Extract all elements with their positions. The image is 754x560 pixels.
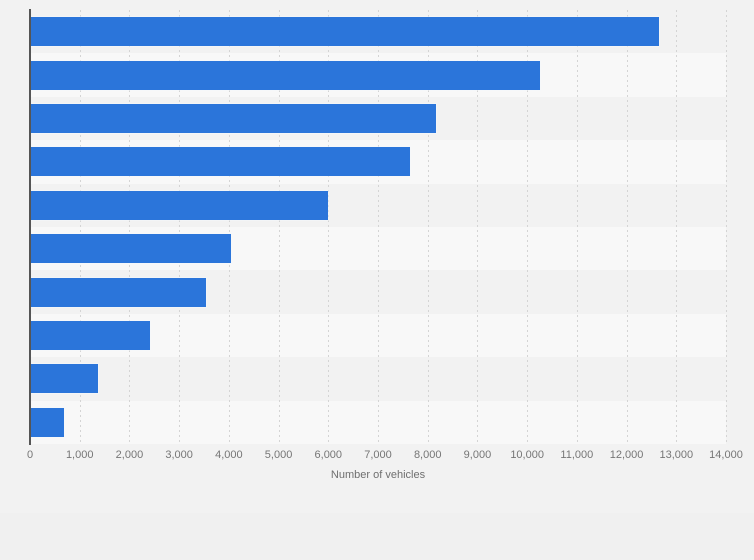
gridline (328, 10, 330, 444)
bar[interactable] (30, 364, 98, 394)
x-tick-label: 13,000 (659, 449, 694, 461)
gridline (676, 10, 678, 444)
x-tick-label: 14,000 (709, 449, 743, 461)
gridline (278, 10, 280, 444)
x-tick-label: 2,000 (115, 449, 144, 461)
x-tick-label: 5,000 (264, 449, 293, 461)
x-tick-label: 11,000 (560, 449, 594, 461)
bar[interactable] (30, 321, 151, 350)
bar[interactable] (30, 17, 659, 47)
bar[interactable] (30, 190, 329, 220)
gridline (228, 10, 230, 444)
bar-chart-plot-area (30, 10, 727, 444)
x-tick-label: 10,000 (510, 449, 544, 461)
gridline (79, 10, 81, 444)
x-tick-label: 1,000 (65, 449, 94, 461)
x-tick-label: 12,000 (609, 449, 644, 461)
bar[interactable] (30, 277, 206, 307)
x-axis-title: Number of vehicles (330, 469, 426, 481)
x-tick-label: 4,000 (215, 449, 243, 461)
bar[interactable] (30, 60, 540, 90)
gridline (576, 10, 578, 444)
bar[interactable] (30, 147, 410, 177)
gridline (427, 10, 429, 444)
x-tick-label: 3,000 (165, 449, 193, 461)
bar[interactable] (30, 407, 65, 437)
bar[interactable] (30, 234, 232, 264)
x-tick-label: 8,000 (413, 449, 442, 461)
x-tick-label: 0 (26, 449, 34, 461)
gridline (477, 10, 479, 444)
gridline (626, 10, 628, 444)
gridline (726, 10, 727, 444)
gridline (179, 10, 181, 444)
gridline (527, 10, 529, 444)
bar[interactable] (30, 104, 437, 133)
x-tick-label: 7,000 (364, 449, 392, 461)
footer-band (0, 513, 754, 560)
y-axis-line (29, 9, 31, 445)
x-tick-label: 9,000 (463, 449, 492, 461)
gridline (129, 10, 131, 444)
x-tick-label: 6,000 (314, 449, 343, 461)
gridline (378, 10, 379, 444)
